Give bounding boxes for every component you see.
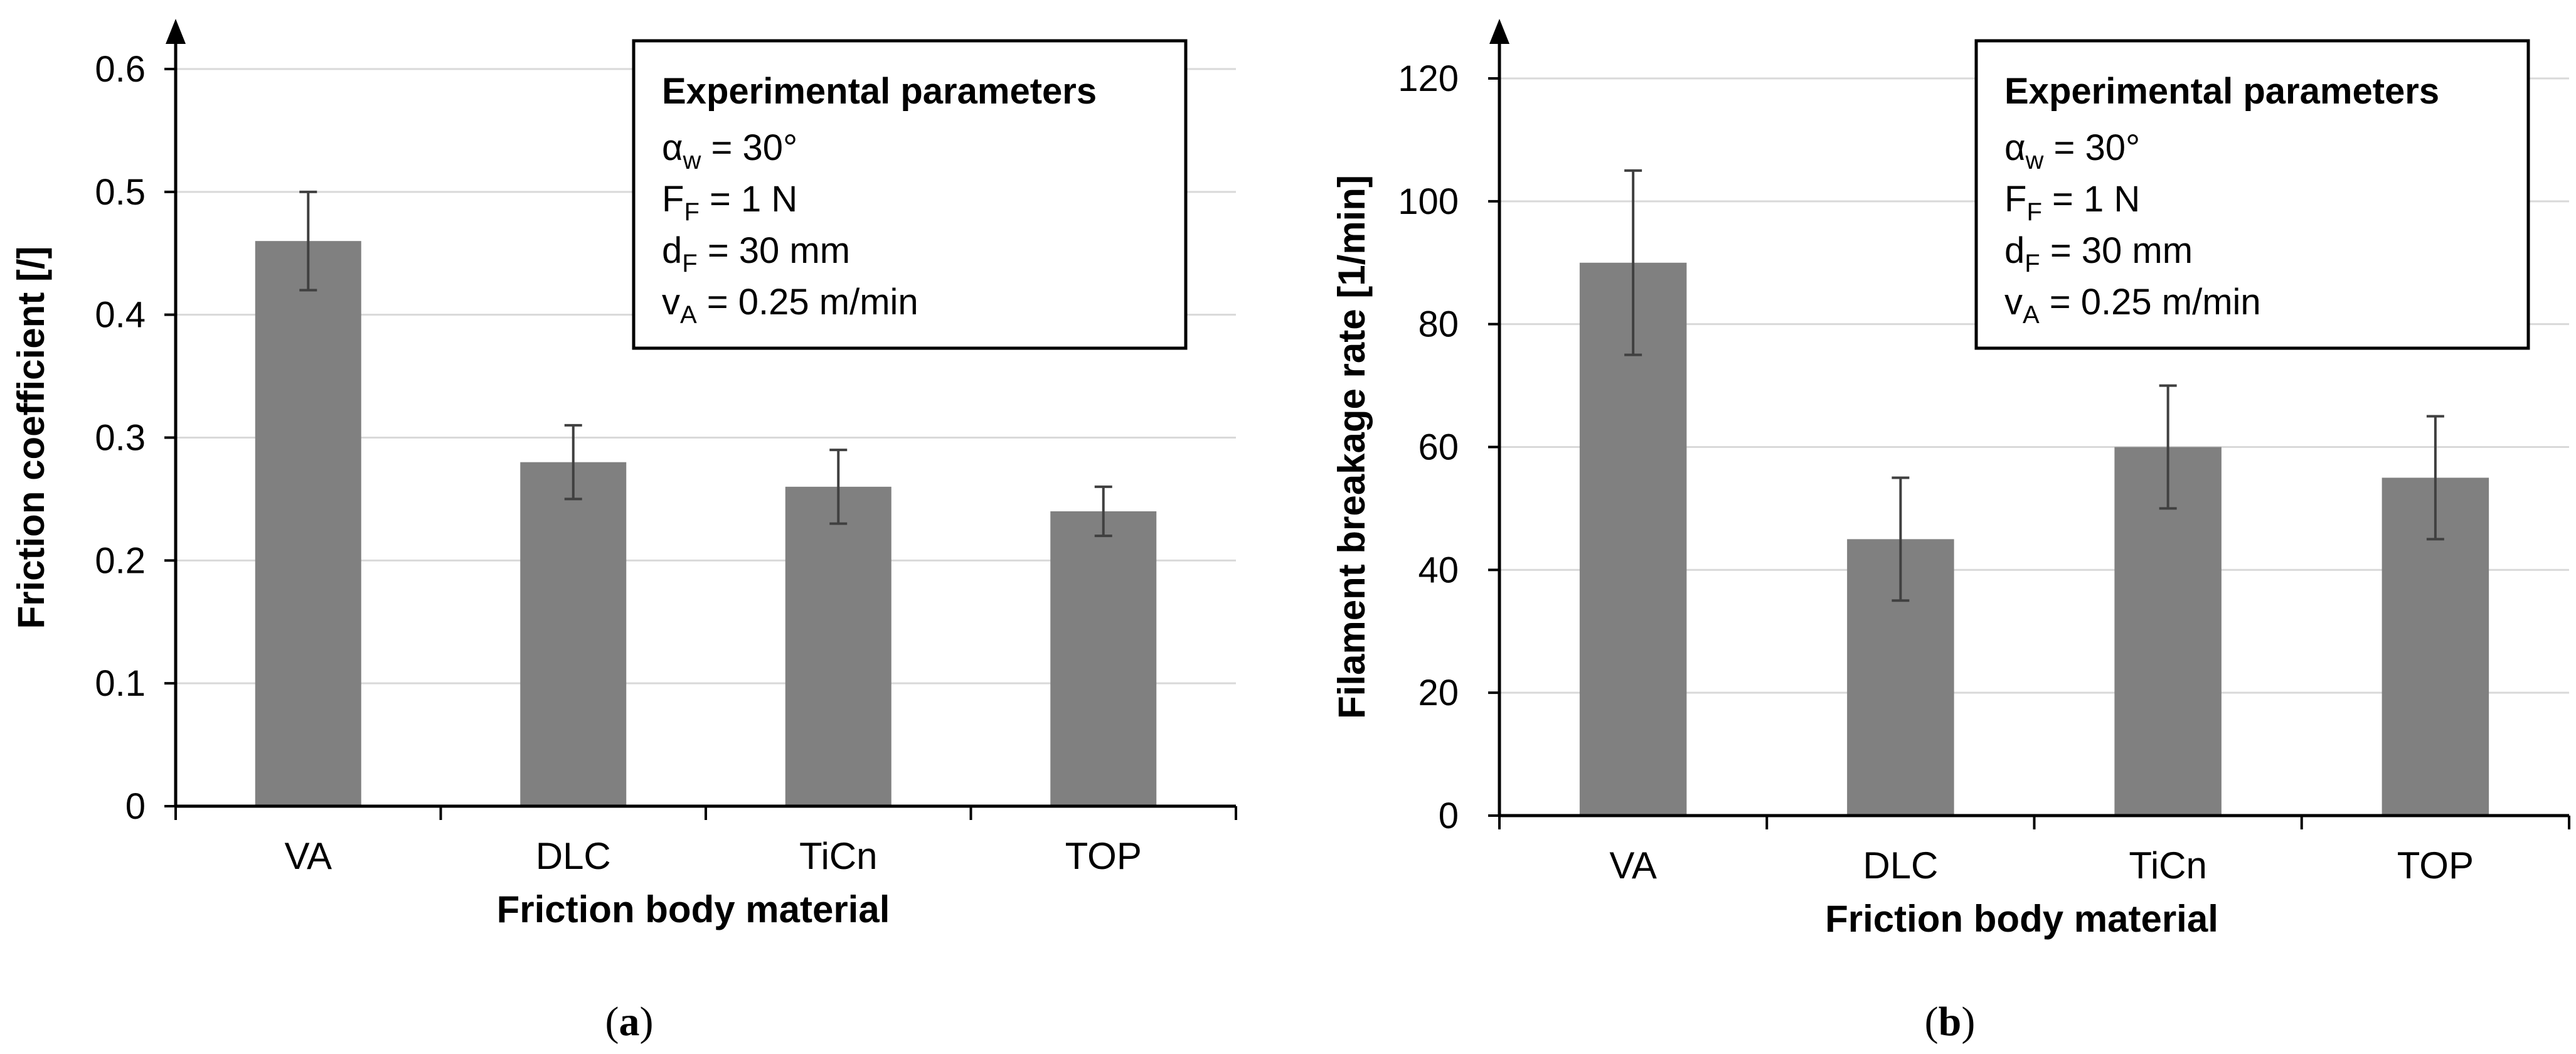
bar-dlc [520, 462, 627, 806]
error-bar-dlc [564, 423, 582, 501]
chart-panel-b: 0 20 40 60 80 100 120 VA DLC TiCn TOP Friction body… [1331, 19, 2570, 1045]
x-tick-label: DLC [1863, 844, 1938, 886]
x-tick-label: TiCn [799, 835, 877, 877]
parameter-line: αw = 30° [662, 127, 797, 174]
y-tick-label: 0.1 [95, 663, 146, 704]
y-tick-label: 20 [1418, 673, 1459, 713]
x-axis-label: Friction body material [1825, 898, 2218, 940]
parameter-line: vA = 0.25 m/min [662, 282, 918, 329]
parameter-line: FF = 1 N [662, 179, 797, 226]
x-tick-label: DLC [536, 835, 611, 877]
bar-top [1050, 511, 1157, 806]
y-tick-label: 0 [125, 786, 146, 827]
y-axis-arrow [1489, 19, 1509, 44]
error-bar-top [2426, 415, 2444, 541]
parameters-title: Experimental parameters [2004, 71, 2439, 112]
y-tick-label: 0.4 [95, 295, 146, 336]
panel-caption: (b) [1925, 999, 1976, 1045]
error-bar-ticn [2159, 384, 2177, 510]
bar-va [255, 241, 361, 807]
y-tick-label: 120 [1398, 58, 1459, 99]
y-axis-arrow [166, 19, 186, 44]
y-tick-label: 60 [1418, 427, 1459, 468]
error-bar-top [1094, 485, 1112, 538]
y-tick-label: 0.6 [95, 49, 146, 90]
y-tick-label: 100 [1398, 181, 1459, 222]
y-tick-label: 0 [1439, 796, 1459, 836]
x-tick-label: TiCn [2129, 844, 2206, 886]
error-bar-va [1624, 169, 1642, 356]
y-axis-label: Filament breakage rate [1/min] [1331, 175, 1373, 719]
parameters-box: Experimental parameters αw = 30° FF = 1 Nd… [1974, 39, 2530, 350]
y-tick-label: 0.2 [95, 540, 146, 581]
y-tick-label: 80 [1418, 304, 1459, 345]
panel-caption: (a) [605, 999, 654, 1045]
parameter-line: FF = 1 N [2004, 179, 2140, 226]
parameter-line: dF = 30 mm [2004, 230, 2193, 277]
x-tick-label: TOP [2397, 844, 2474, 886]
chart-panel-a: 0 0.1 0.2 0.3 0.4 0.5 0.6 VA DLC TiCn TOP Friction … [10, 19, 1237, 1045]
error-bar-va [299, 190, 317, 292]
x-tick-label: VA [284, 835, 332, 877]
x-tick-label: VA [1609, 844, 1657, 886]
x-axis-label: Friction body material [497, 888, 890, 930]
error-bar-ticn [829, 449, 848, 525]
parameter-line: dF = 30 mm [662, 230, 850, 277]
y-tick-label: 0.3 [95, 418, 146, 459]
parameters-box: Experimental parameters αw = 30° FF = 1 Nd… [632, 39, 1188, 350]
error-bar-dlc [1892, 476, 1910, 602]
y-axis-label: Friction coefficient [/] [10, 246, 52, 629]
y-tick-label: 40 [1418, 550, 1459, 590]
parameter-line: αw = 30° [2004, 127, 2140, 174]
y-tick-label: 0.5 [95, 172, 146, 213]
bar-ticn [785, 486, 891, 806]
parameter-line: vA = 0.25 m/min [2004, 282, 2261, 329]
parameters-title: Experimental parameters [662, 71, 1097, 112]
x-tick-label: TOP [1065, 835, 1142, 877]
